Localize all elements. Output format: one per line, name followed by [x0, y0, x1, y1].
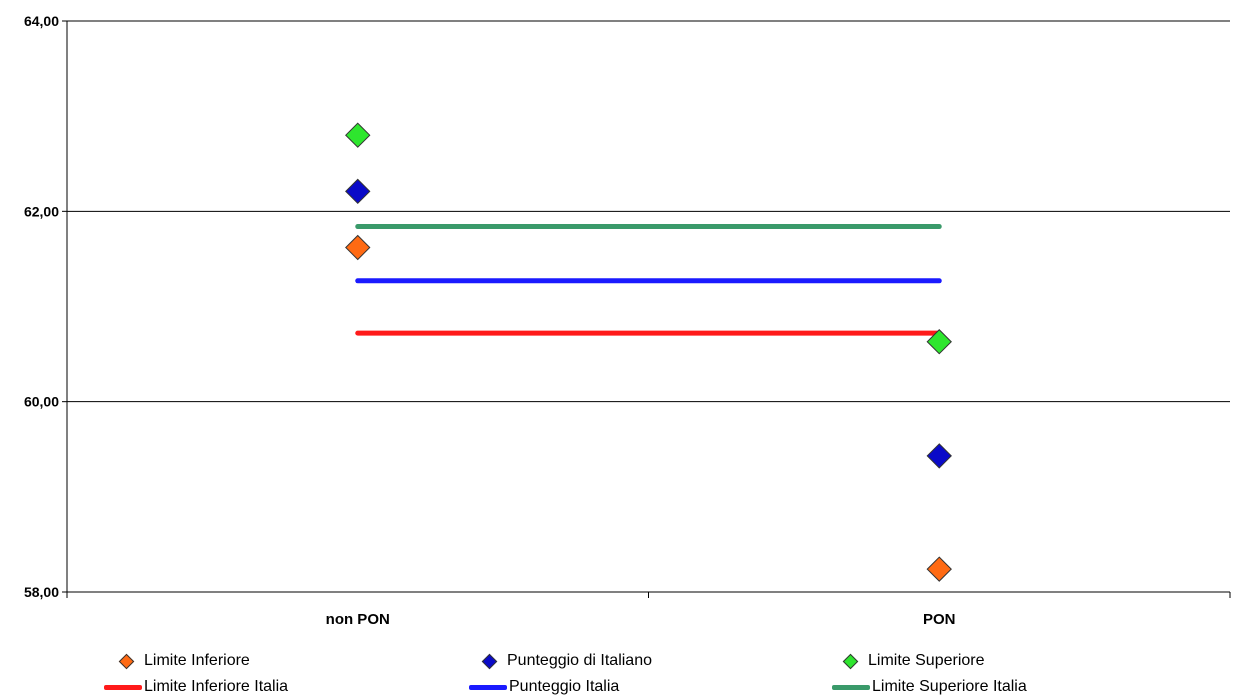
data-point	[345, 234, 371, 261]
legend-label: Limite Inferiore Italia	[144, 678, 289, 695]
gridlines	[67, 20, 1230, 403]
legend-item-limite-superiore: Limite Superiore	[838, 650, 985, 672]
legend-item-limite-inferiore-italia: Limite Inferiore Italia	[104, 676, 288, 698]
legend-item-limite-inferiore: Limite Inferiore	[114, 650, 250, 672]
legend-label: Punteggio di Italiano	[507, 652, 652, 669]
legend-swatch-limite-inferiore	[114, 650, 138, 672]
axis-labels: 58,00 60,00 62,00 64,00 non PON PON	[24, 13, 956, 628]
legend-swatch-punteggio-di-italiano	[477, 650, 501, 672]
legend-swatch-limite-superiore-italia	[832, 676, 870, 698]
y-tick-label: 60,00	[24, 394, 59, 410]
data-point	[345, 178, 371, 205]
legend-label: Punteggio Italia	[509, 678, 620, 695]
data-point	[345, 122, 371, 148]
legend-label: Limite Superiore Italia	[872, 678, 1027, 695]
legend-item-punteggio-di-italiano: Punteggio di Italiano	[477, 650, 652, 672]
legend-label: Limite Superiore	[868, 652, 985, 669]
y-tick-label: 62,00	[24, 203, 59, 219]
legend-swatch-limite-inferiore-italia	[104, 676, 142, 698]
data-point	[926, 443, 952, 469]
series-lines	[355, 224, 942, 336]
legend-item-punteggio-italia: Punteggio Italia	[469, 676, 619, 698]
legend-item-limite-superiore-italia: Limite Superiore Italia	[832, 676, 1027, 698]
legend-swatch-punteggio-italia	[469, 676, 507, 698]
x-tick-label: non PON	[326, 611, 390, 628]
axes	[62, 20, 1231, 598]
series-markers	[345, 122, 952, 582]
legend-label: Limite Inferiore	[144, 652, 250, 669]
y-tick-label: 64,00	[24, 13, 59, 29]
data-point	[926, 329, 952, 355]
legend-swatch-limite-superiore	[838, 650, 862, 672]
chart-plot: 58,00 60,00 62,00 64,00 non PON PON	[24, 13, 1231, 628]
data-point	[926, 556, 952, 582]
x-tick-label: PON	[923, 611, 956, 628]
legend: Limite Inferiore Punteggio di Italiano L…	[0, 648, 1238, 700]
y-tick-label: 58,00	[24, 584, 59, 600]
